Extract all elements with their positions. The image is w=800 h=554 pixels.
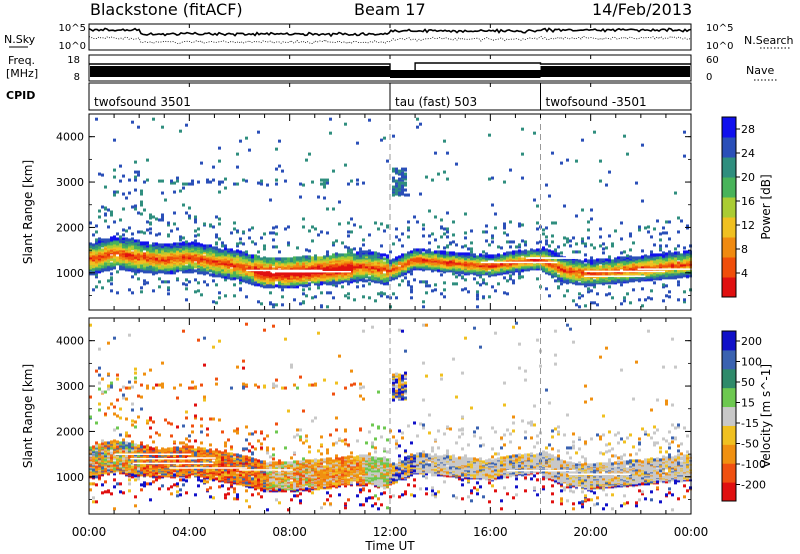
colorbar-tick-label: -50	[741, 438, 759, 451]
colorbar-tick-label: 50	[741, 376, 755, 389]
freq-right-tick-high: 60	[706, 55, 719, 66]
colorbar-swatch	[722, 387, 736, 408]
noise-right-tick-low: 10^0	[706, 41, 733, 52]
colorbar-swatch	[722, 157, 736, 178]
colorbar-tick-label: 16	[741, 195, 755, 208]
freq-left-tick-high: 18	[67, 55, 80, 66]
cpid-segment-label: twofsound 3501	[94, 95, 191, 109]
time-tick-label: 12:00	[373, 525, 408, 539]
nsky-label: N.Sky	[4, 33, 36, 46]
colorbar-swatch	[722, 482, 736, 502]
y-tick-label: 1000	[56, 267, 84, 280]
time-tick-label: 16:00	[473, 525, 508, 539]
colorbar-tick-label: 15	[741, 397, 755, 410]
nave-line	[89, 62, 691, 75]
beam-title: Beam 17	[354, 0, 426, 19]
time-axis-label: Time UT	[364, 539, 415, 553]
y-tick-label: 4000	[56, 131, 84, 144]
colorbar-swatch	[722, 177, 736, 198]
colorbar-tick-label: 4	[741, 267, 748, 280]
colorbar-tick-label: -100	[741, 458, 766, 471]
noise-left-tick-low: 10^0	[59, 41, 86, 52]
cpid-label: CPID	[6, 89, 36, 102]
station-title: Blackstone (fitACF)	[90, 0, 243, 19]
colorbar-swatch	[722, 237, 736, 258]
colorbar-swatch	[722, 197, 736, 218]
power-ylabel: Slant Range [km]	[21, 160, 35, 264]
freq-left-tick-low: 8	[74, 72, 80, 83]
y-tick-label: 4000	[56, 335, 84, 348]
power-echo-plot	[89, 117, 725, 309]
power-colorbar-label: Power [dB]	[759, 174, 773, 239]
y-tick-label: 2000	[56, 221, 84, 234]
time-tick-label: 00:00	[72, 525, 107, 539]
freq-label-line1: Freq.	[8, 54, 36, 67]
time-tick-label: 08:00	[272, 525, 307, 539]
nsearch-label: N.Search	[744, 34, 794, 47]
y-tick-label: 1000	[56, 471, 84, 484]
colorbar-swatch	[722, 406, 736, 426]
colorbar-tick-label: -200	[741, 479, 766, 492]
velocity-colorbar-label: Velocity [m s^-1]	[759, 364, 773, 468]
cpid-segment-label: tau (fast) 503	[395, 95, 477, 109]
power-colorbar: 4 8 12 16 20 24 28 Power [dB]	[721, 116, 773, 298]
colorbar-tick-label: -15	[741, 417, 759, 430]
colorbar-swatch	[722, 137, 736, 158]
freq-label-line2: [MHz]	[6, 67, 39, 80]
colorbar-tick-label: 200	[741, 335, 762, 348]
y-tick-label: 3000	[56, 380, 84, 393]
colorbar-swatch	[722, 425, 736, 445]
frequency-bars	[90, 66, 690, 78]
nave-label: Nave	[746, 64, 775, 77]
colorbar-swatch	[722, 217, 736, 238]
colorbar-tick-label: 24	[741, 147, 755, 160]
noise-right-tick-high: 10^5	[706, 23, 733, 34]
freq-right-tick-low: 0	[706, 72, 712, 83]
colorbar-swatch	[722, 117, 736, 138]
velocity-ylabel: Slant Range [km]	[21, 364, 35, 468]
time-tick-label: 04:00	[172, 525, 207, 539]
colorbar-swatch	[722, 331, 736, 351]
velocity-colorbar: 200 100 50 15 -15 -50 -100 -200 Velocity [m s^-…	[721, 330, 773, 502]
colorbar-swatch	[722, 277, 736, 298]
cpid-panel: twofsound 3501 tau (fast) 503 twofsound -3…	[88, 24, 692, 111]
colorbar-swatch	[722, 463, 736, 483]
velocity-panel: 1000 2000 3000 4000 Slant Range [km]	[21, 317, 692, 515]
colorbar-swatch	[722, 368, 736, 389]
noise-search-line	[88, 35, 692, 45]
colorbar-swatch	[722, 444, 736, 464]
power-panel: 1000 2000 3000 4000 Slant Range [km]	[21, 113, 725, 311]
colorbar-swatch	[722, 349, 736, 370]
time-tick-label: 20:00	[573, 525, 608, 539]
colorbar-tick-label: 12	[741, 219, 755, 232]
frequency-panel: 18 8 60 0	[67, 54, 719, 83]
noise-panel: 10^5 10^0 10^5 10^0	[59, 23, 734, 52]
colorbar-tick-label: 28	[741, 123, 755, 136]
time-tick-label: 00:00	[674, 525, 709, 539]
noise-left-tick-high: 10^5	[59, 23, 86, 34]
y-tick-label: 3000	[56, 176, 84, 189]
colorbar-swatch	[722, 257, 736, 278]
noise-sky-line	[88, 27, 692, 38]
date-title: 14/Feb/2013	[592, 0, 693, 19]
colorbar-tick-label: 20	[741, 171, 755, 184]
y-tick-label: 2000	[56, 425, 84, 438]
colorbar-tick-label: 100	[741, 356, 762, 369]
velocity-echo-plot	[89, 321, 692, 512]
colorbar-tick-label: 8	[741, 243, 748, 256]
cpid-segment-label: twofsound -3501	[546, 95, 647, 109]
